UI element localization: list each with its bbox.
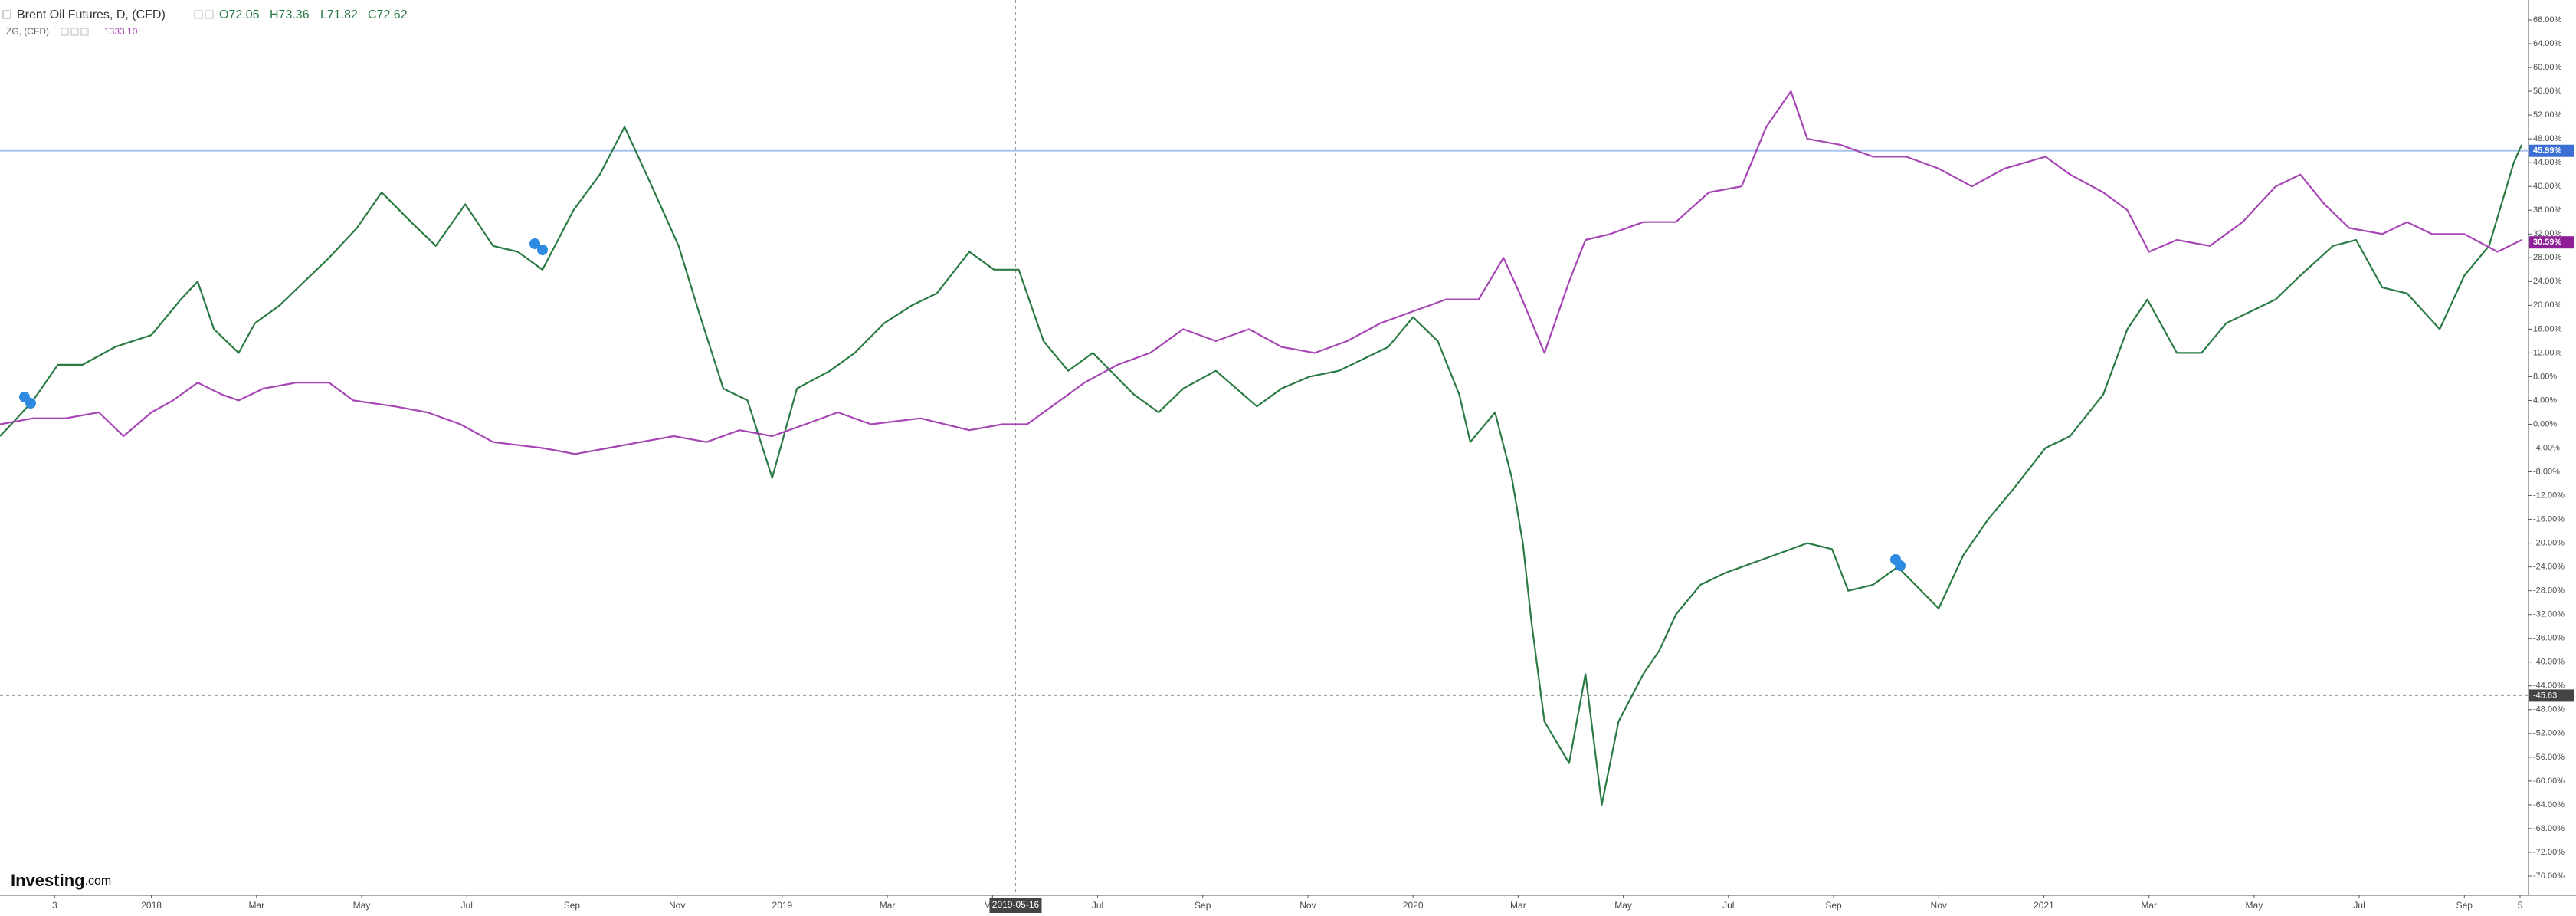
crosshair-y-label: -45.63 (2533, 691, 2557, 700)
x-tick-label: May (2246, 900, 2263, 911)
x-tick-label: Sep (1195, 900, 1211, 911)
y-tick-label: -76.00% (2533, 872, 2565, 881)
y-tick-label: 56.00% (2533, 87, 2562, 96)
y-tick-label: -4.00% (2533, 443, 2560, 452)
collapse-icon[interactable] (2, 10, 11, 19)
y-tick-label: -24.00% (2533, 563, 2565, 572)
last-value-badge (2529, 144, 2574, 157)
logo-suffix: .com (85, 875, 112, 888)
x-tick-label: Sep (2456, 900, 2473, 911)
x-tick-label: Jul (461, 900, 473, 911)
series-line (0, 90, 2522, 455)
y-tick-label: -56.00% (2533, 753, 2565, 762)
ohlc-high: H73.36 (270, 8, 310, 21)
series-line (0, 126, 2523, 806)
x-tick-label: Mar (1510, 900, 1526, 911)
y-tick-label: -52.00% (2533, 729, 2565, 738)
compare-price: 1333.10 (104, 26, 138, 37)
compare-remove-icon[interactable] (80, 28, 89, 36)
event-marker[interactable] (1895, 560, 1906, 571)
x-tick-label: 2020 (1403, 900, 1424, 911)
y-tick-label: 12.00% (2533, 348, 2562, 357)
y-tick-label: -8.00% (2533, 467, 2560, 476)
crosshair-x-label: 2019-05-16 (992, 899, 1040, 910)
y-tick-label: -36.00% (2533, 634, 2565, 643)
x-tick-label: Nov (669, 900, 685, 911)
logo: Investing.com (11, 871, 111, 890)
x-tick-label: 5 (2518, 900, 2523, 911)
crosshair-y-badge (2529, 689, 2574, 702)
x-tick-label: Nov (1299, 900, 1316, 911)
y-tick-label: -28.00% (2533, 586, 2565, 596)
x-tick-label: Jul (1722, 900, 1734, 911)
ohlc-open: O72.05 (219, 8, 260, 21)
settings-icon[interactable] (194, 10, 203, 19)
x-tick-label: May (353, 900, 371, 911)
y-tick-label: 40.00% (2533, 182, 2562, 191)
y-tick-label: -68.00% (2533, 824, 2565, 833)
x-tick-label: Sep (564, 900, 581, 911)
x-tick-label: 2019 (772, 900, 793, 911)
x-tick-label: 2018 (141, 900, 162, 911)
y-tick-label: -40.00% (2533, 658, 2565, 667)
y-tick-label: 52.00% (2533, 110, 2562, 120)
y-tick-label: -64.00% (2533, 800, 2565, 809)
compare-settings-icon[interactable] (61, 28, 69, 36)
x-tick-label: Mar (880, 900, 896, 911)
x-tick-label: 2021 (2034, 900, 2054, 911)
y-tick-label: 68.00% (2533, 15, 2562, 25)
event-marker[interactable] (25, 398, 36, 409)
x-tick-label: Mar (2141, 900, 2157, 911)
y-tick-label: 36.00% (2533, 205, 2562, 215)
y-tick-label: 24.00% (2533, 277, 2562, 286)
x-tick-label: May (1614, 900, 1632, 911)
y-tick-label: 44.00% (2533, 158, 2562, 167)
x-tick-label: Nov (1931, 900, 1947, 911)
y-tick-label: -32.00% (2533, 610, 2565, 619)
y-tick-label: 48.00% (2533, 134, 2562, 143)
y-tick-label: 4.00% (2533, 396, 2557, 405)
x-tick-label: 3 (52, 900, 57, 911)
y-tick-label: -12.00% (2533, 491, 2565, 500)
event-marker[interactable] (529, 238, 540, 249)
y-tick-label: -16.00% (2533, 514, 2565, 524)
compare-title: ZG, (CFD) (6, 26, 49, 37)
x-tick-label: Sep (1825, 900, 1842, 911)
y-tick-label: 20.00% (2533, 300, 2562, 310)
y-tick-label: 8.00% (2533, 372, 2557, 381)
logo-main: Investing (11, 871, 85, 890)
y-tick-label: 0.00% (2533, 419, 2557, 428)
x-tick-label: Jul (1092, 900, 1103, 911)
crosshair-x-badge (989, 898, 1042, 913)
y-tick-label: 32.00% (2533, 229, 2562, 238)
x-tick-label: Mar (248, 900, 264, 911)
y-tick-label: -72.00% (2533, 848, 2565, 857)
y-tick-label: -48.00% (2533, 705, 2565, 714)
hide-icon[interactable] (205, 10, 214, 19)
plot-area (0, 0, 2528, 895)
event-marker[interactable] (537, 245, 548, 255)
series-title: Brent Oil Futures, D, (CFD) (17, 8, 166, 21)
compare-hide-icon[interactable] (70, 28, 79, 36)
y-tick-label: -60.00% (2533, 776, 2565, 786)
y-tick-label: 64.00% (2533, 39, 2562, 48)
x-tick-label: Jul (2353, 900, 2365, 911)
y-tick-label: 60.00% (2533, 63, 2562, 72)
ohlc-low: L71.82 (320, 8, 358, 21)
last-value-badge (2529, 236, 2574, 249)
ohlc-close: C72.62 (368, 8, 408, 21)
y-tick-label: -44.00% (2533, 681, 2565, 691)
last-value-label: 45.99% (2533, 146, 2562, 156)
y-tick-label: -20.00% (2533, 539, 2565, 548)
y-tick-label: 16.00% (2533, 324, 2562, 333)
y-tick-label: 28.00% (2533, 253, 2562, 262)
last-value-label: 30.59% (2533, 238, 2562, 247)
